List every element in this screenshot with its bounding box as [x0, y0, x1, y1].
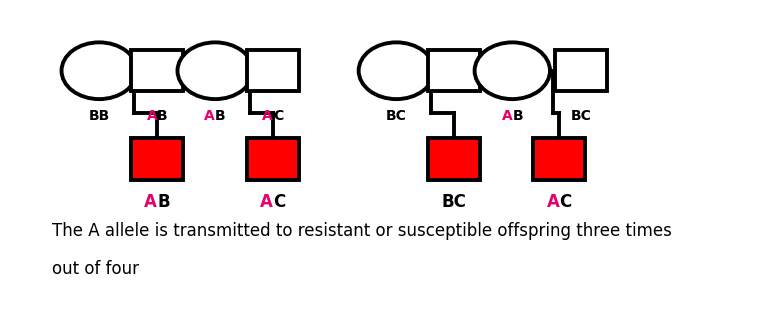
Bar [247, 50, 299, 91]
Bar [428, 50, 481, 91]
Text: The A allele is transmitted to resistant or susceptible offspring three times: The A allele is transmitted to resistant… [52, 222, 672, 240]
Text: C: C [559, 193, 572, 211]
Text: A: A [146, 108, 157, 122]
Text: A: A [547, 193, 559, 211]
Text: A: A [262, 108, 273, 122]
Bar [533, 138, 586, 180]
Text: A: A [204, 108, 215, 122]
Text: C: C [273, 108, 283, 122]
Text: C: C [273, 193, 285, 211]
Text: BC: BC [571, 108, 592, 122]
Ellipse shape [62, 42, 137, 99]
Text: B: B [512, 108, 523, 122]
Bar [131, 50, 183, 91]
Text: B: B [157, 108, 168, 122]
Text: B: B [215, 108, 226, 122]
Text: B: B [157, 193, 170, 211]
Text: BC: BC [386, 108, 407, 122]
Text: A: A [502, 108, 512, 122]
Text: BC: BC [442, 193, 467, 211]
Text: A: A [144, 193, 157, 211]
Text: BB: BB [88, 108, 110, 122]
Bar [247, 138, 299, 180]
Ellipse shape [178, 42, 253, 99]
Ellipse shape [474, 42, 550, 99]
Ellipse shape [359, 42, 434, 99]
Bar [428, 138, 481, 180]
Bar [555, 50, 608, 91]
Text: out of four: out of four [52, 260, 139, 278]
Bar [131, 138, 183, 180]
Text: A: A [260, 193, 273, 211]
